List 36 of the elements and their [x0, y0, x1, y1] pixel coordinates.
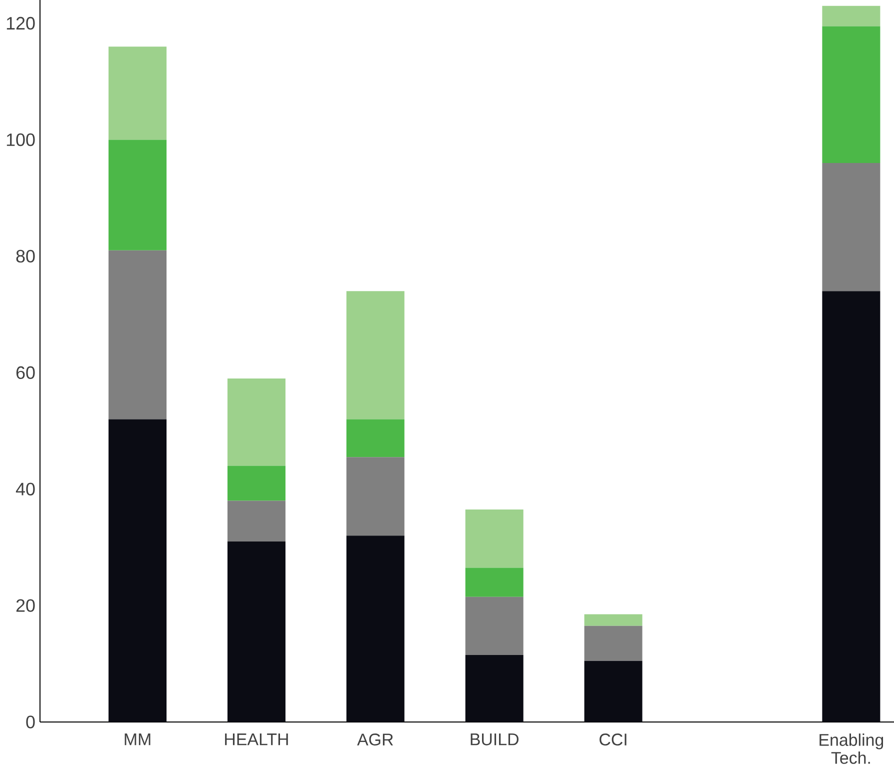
bar: [346, 457, 404, 536]
bar: [822, 6, 880, 26]
bar: [346, 291, 404, 420]
x-tick-label: BUILD: [470, 734, 518, 746]
y-tick-label: 0: [26, 716, 35, 728]
bar: [227, 378, 286, 466]
bar: [584, 626, 642, 661]
y-tick-label: 120: [6, 16, 35, 30]
x-tick-label: MM: [124, 734, 150, 746]
bar: [227, 500, 286, 542]
x-tick-label: AGR: [357, 734, 393, 746]
x-tick-label: Enabling Tech.: [820, 734, 884, 764]
y-tick-label: 20: [16, 599, 35, 612]
bar: [584, 614, 642, 626]
y-tick-label: 40: [16, 482, 35, 496]
bar: [108, 140, 167, 250]
bar: [822, 291, 880, 722]
x-tick-label: HEALTH: [225, 734, 288, 746]
bar: [584, 660, 642, 722]
x-tick-label: CCI: [600, 734, 626, 746]
bar: [227, 466, 286, 501]
bar: [465, 568, 524, 597]
bar: [822, 163, 880, 292]
bar: [346, 419, 404, 458]
y-tick-label: 100: [6, 133, 35, 146]
y-tick-label: 80: [16, 250, 35, 263]
bar: [108, 250, 167, 420]
bar: [108, 46, 167, 140]
bar: [346, 536, 404, 722]
bar: [108, 419, 167, 722]
bar: [822, 26, 880, 164]
bar: [465, 509, 524, 568]
bar: [227, 541, 286, 722]
y-tick-label: 60: [16, 366, 35, 379]
bar: [465, 596, 524, 656]
bar: [465, 655, 524, 722]
